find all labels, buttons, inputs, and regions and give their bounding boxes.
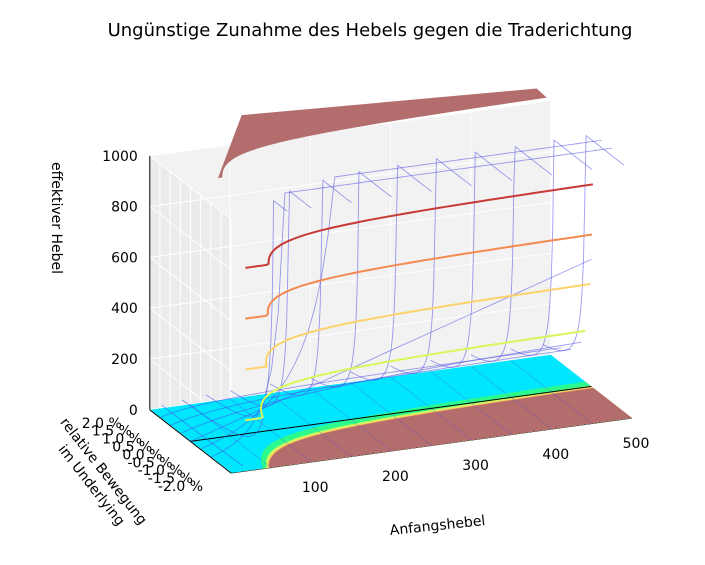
x-tick-label: 200: [382, 469, 409, 485]
z-tick-label: 0: [129, 403, 138, 419]
y-tick-label: -0.5 %: [127, 455, 172, 471]
z-tick-label: 200: [111, 352, 138, 368]
y-tick-label: 1.0 %: [102, 432, 142, 448]
contour-line-600: [245, 233, 593, 320]
z-tick-label: 400: [111, 301, 138, 317]
contour-line-400: [245, 283, 591, 371]
contour-floor: [150, 354, 633, 473]
wire-curve: [201, 139, 602, 450]
y-tick-label: -1.0 %: [138, 463, 183, 479]
tick-labels: 100 200 300 400 500 2.0 %1.5 %1.0 %0.5 %0.0 %…: [82, 149, 650, 496]
contour-level-lines: [245, 183, 594, 422]
y-tick-label: 0.5 %: [112, 440, 152, 456]
x-tick-label: 400: [542, 447, 569, 463]
x-axis-label: Anfangshebel: [389, 513, 486, 539]
contour-line-800: [245, 183, 594, 269]
floor-contour-1000: [237, 388, 632, 473]
y-tick-label: 2.0 %: [82, 416, 122, 432]
contour-line-200: [245, 329, 586, 422]
back-pane: [149, 100, 551, 410]
surface-wireframe: [160, 134, 625, 467]
wire-curve: [180, 341, 582, 434]
cap-sheet: [218, 88, 547, 178]
x-tick-label: 100: [302, 480, 329, 496]
y-tick-label: -1.5 %: [148, 471, 193, 487]
wire-curve: [542, 134, 625, 352]
surface-cap: [218, 88, 547, 178]
y-tick-label: 0.0 %: [122, 447, 162, 463]
y-tick-label: -2.0 %: [158, 479, 203, 495]
y-tick-label: 1.5 %: [92, 424, 132, 440]
z-tick-label: 600: [111, 250, 138, 266]
z-axis-label: effektiver Hebel: [48, 162, 64, 274]
wire-curve: [191, 258, 592, 442]
z-tick-label: 800: [111, 200, 138, 216]
x-tick-label: 500: [623, 436, 650, 452]
x-tick-label: 300: [462, 458, 489, 474]
chart-title: Ungünstige Zunahme des Hebels gegen die …: [108, 20, 633, 41]
wire-curve: [211, 147, 612, 458]
z-tick-label: 1000: [102, 149, 138, 165]
